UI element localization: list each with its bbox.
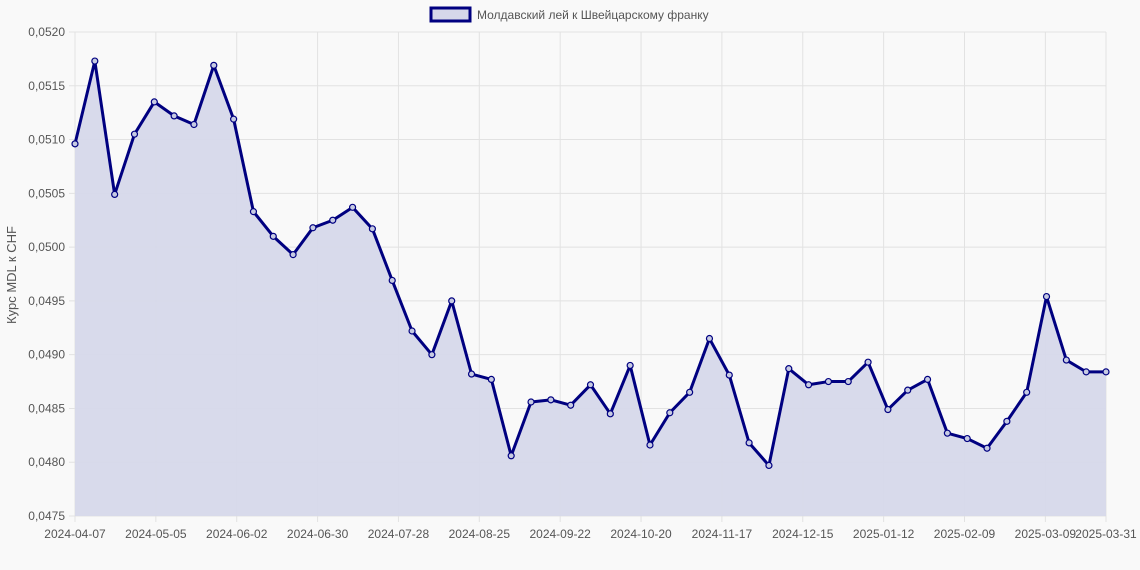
data-point[interactable] [824, 377, 833, 386]
data-point[interactable] [111, 190, 119, 199]
y-tick-label: 0,0515 [28, 79, 65, 93]
data-point[interactable] [1102, 368, 1110, 376]
data-point[interactable] [467, 370, 476, 378]
data-point[interactable] [725, 371, 733, 379]
x-tick-label: 2024-05-05 [125, 527, 187, 541]
data-point[interactable] [249, 208, 258, 216]
data-point[interactable] [705, 334, 714, 343]
data-point[interactable] [943, 429, 951, 437]
data-point[interactable] [348, 203, 357, 211]
y-tick-label: 0,0505 [28, 186, 65, 200]
y-tick-label: 0,0485 [28, 401, 65, 415]
data-point[interactable] [1082, 368, 1090, 376]
x-tick-label: 2024-06-30 [287, 527, 349, 541]
data-point[interactable] [785, 365, 793, 373]
x-tick-label: 2024-04-07 [44, 527, 106, 541]
y-tick-label: 0,0495 [28, 294, 65, 308]
x-axis-ticks: 2024-04-07 2024-05-05 2024-06-02 2024-06-30… [44, 527, 1137, 541]
legend-swatch[interactable] [429, 6, 472, 23]
data-point[interactable] [527, 398, 535, 406]
data-point[interactable] [1042, 292, 1051, 301]
data-point[interactable] [309, 224, 317, 232]
data-point[interactable] [91, 57, 99, 65]
data-point[interactable] [844, 377, 852, 386]
x-tick-label: 2025-03-31 [1075, 527, 1137, 541]
data-point[interactable] [1023, 388, 1031, 396]
y-tick-label: 0,0475 [28, 509, 65, 523]
data-point[interactable] [1062, 356, 1070, 364]
data-point[interactable] [686, 388, 694, 396]
data-points [71, 57, 1110, 470]
legend[interactable]: Молдавский лей к Швейцарскому франку [429, 6, 709, 23]
data-point[interactable] [586, 381, 595, 389]
series-area-fill [75, 61, 1106, 516]
data-point[interactable] [666, 409, 674, 417]
data-point[interactable] [190, 120, 198, 129]
data-point[interactable] [71, 140, 79, 148]
data-point[interactable] [904, 386, 912, 394]
data-point[interactable] [745, 439, 753, 447]
data-point[interactable] [884, 405, 892, 414]
x-tick-label: 2024-07-28 [368, 527, 430, 541]
x-tick-label: 2024-12-15 [772, 527, 834, 541]
data-point[interactable] [626, 361, 634, 370]
data-point[interactable] [230, 115, 238, 123]
y-axis-title: Курс MDL к CHF [4, 226, 19, 324]
data-point[interactable] [329, 216, 337, 224]
y-tick-label: 0,0490 [28, 348, 65, 362]
x-tick-label: 2025-01-12 [853, 527, 915, 541]
data-point[interactable] [963, 434, 971, 443]
x-tick-label: 2024-08-25 [449, 527, 511, 541]
data-point[interactable] [1003, 417, 1011, 425]
data-point[interactable] [269, 232, 277, 240]
x-tick-label: 2024-10-20 [610, 527, 672, 541]
data-point[interactable] [150, 98, 158, 106]
data-point[interactable] [765, 461, 773, 470]
data-point[interactable] [864, 358, 872, 366]
y-tick-label: 0,0520 [28, 25, 65, 39]
x-tick-label: 2025-02-09 [934, 527, 996, 541]
data-point[interactable] [487, 375, 495, 384]
legend-label[interactable]: Молдавский лей к Швейцарскому франку [477, 8, 709, 22]
data-point[interactable] [646, 441, 654, 449]
data-point[interactable] [983, 444, 991, 452]
data-point[interactable] [547, 396, 555, 404]
y-tick-label: 0,0480 [28, 455, 65, 469]
data-point[interactable] [388, 276, 396, 285]
data-point[interactable] [428, 351, 436, 359]
data-point[interactable] [210, 61, 218, 69]
data-point[interactable] [170, 112, 178, 120]
data-point[interactable] [408, 327, 416, 335]
y-tick-label: 0,0510 [28, 133, 65, 147]
data-point[interactable] [130, 130, 139, 138]
data-point[interactable] [448, 297, 456, 305]
x-tick-label: 2025-03-09 [1015, 527, 1077, 541]
y-axis-ticks: 0,0475 0,0480 0,0485 0,0490 0,0495 0,0500 0,05… [28, 25, 65, 523]
x-tick-label: 2024-11-17 [692, 527, 753, 541]
y-tick-label: 0,0500 [28, 240, 65, 254]
data-point[interactable] [289, 251, 297, 259]
x-tick-label: 2024-06-02 [206, 527, 268, 541]
data-point[interactable] [606, 410, 614, 418]
x-tick-label: 2024-09-22 [529, 527, 591, 541]
data-point[interactable] [507, 452, 515, 460]
data-point[interactable] [923, 375, 932, 384]
data-point[interactable] [567, 401, 575, 409]
data-point[interactable] [368, 225, 377, 233]
data-point[interactable] [804, 381, 813, 389]
